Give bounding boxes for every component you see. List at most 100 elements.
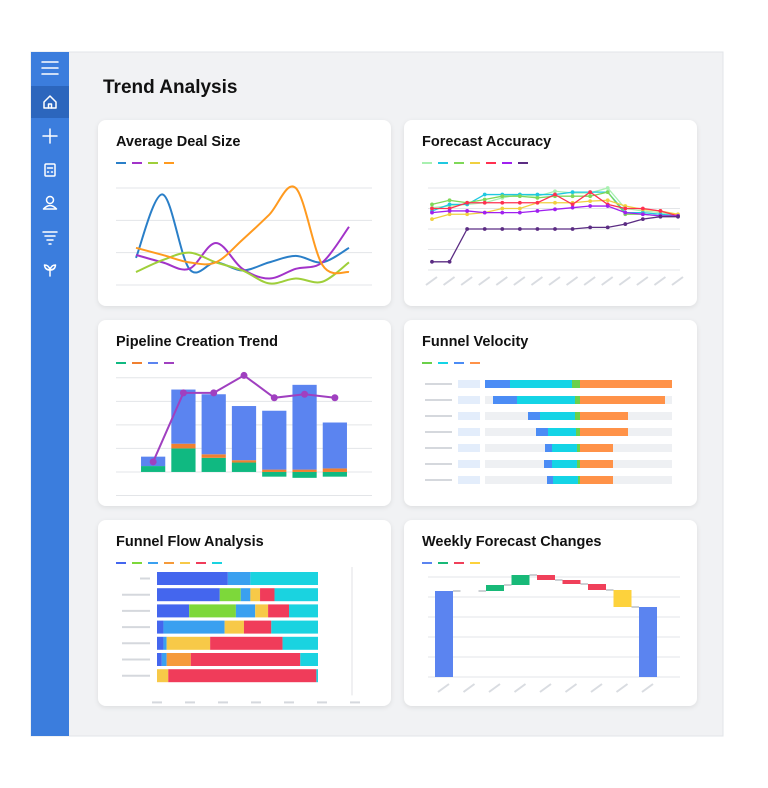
growth-icon[interactable] [43,264,57,277]
bar-segment [168,669,317,683]
marker [570,190,575,195]
marker [447,202,452,207]
bar-segment [190,653,301,666]
label-box [458,380,480,388]
marker [570,202,575,207]
marker [588,199,593,204]
card-title: Average Deal Size [116,134,240,150]
bar-segment [231,406,257,461]
marker [623,210,628,215]
bar-segment [201,457,226,472]
bar-segment [578,476,580,484]
bar-segment [580,428,628,436]
marker [588,225,593,230]
bar-segment [262,469,287,472]
x-label-placeholder [437,683,450,693]
marker [640,212,645,217]
marker [430,210,434,215]
marker [270,394,278,402]
card [98,120,391,306]
marker [553,207,557,212]
bar-segment [580,380,672,388]
marker [605,225,610,230]
bar-segment [255,604,269,618]
marker [447,212,452,217]
bar-segment [528,412,540,420]
bar-segment [577,460,580,468]
marker [240,371,248,379]
x-label-placeholder [513,276,526,286]
bar-segment [552,460,577,468]
marker [447,209,452,213]
bar-segment [547,476,553,484]
filter-icon[interactable] [42,231,58,245]
marker [482,210,487,215]
bar-segment [171,448,196,472]
bar-segment [201,454,226,458]
marker [517,194,522,199]
x-label-placeholder [539,683,552,693]
bar-segment [322,468,347,472]
bar-segment [536,428,548,436]
menu-icon[interactable] [41,61,59,75]
card-title: Pipeline Creation Trend [116,334,278,350]
marker [588,204,593,208]
bar-segment [201,394,226,455]
bar-segment [219,588,241,602]
bar-segment [544,460,552,468]
user-icon[interactable] [42,195,58,210]
bar-segment [231,460,257,463]
bar-segment [322,471,347,477]
bar-segment [163,620,225,634]
calculator-icon[interactable] [44,163,56,177]
marker [430,217,434,222]
bar-segment [166,636,211,650]
waterfall-bar [511,575,530,585]
marker [640,217,645,222]
marker [465,209,470,213]
x-label-placeholder [495,276,508,286]
bar-segment [575,412,580,420]
bar-segment [268,604,290,618]
bar-segment [243,620,272,634]
x-label-placeholder [590,683,603,693]
bar-segment [289,604,318,618]
bar-segment [552,444,577,452]
bar-segment [224,620,244,634]
marker [331,394,339,402]
bar-segment [166,653,191,666]
add-icon[interactable] [42,128,58,144]
bar-segment [157,588,220,602]
marker [500,200,505,205]
marker [482,227,487,231]
bar-segment [485,380,510,388]
page-title: Trend Analysis [103,77,237,98]
card [404,520,697,706]
bar-segment [157,669,169,683]
bar-segment [262,471,287,477]
bar-segment [274,588,318,602]
label-box [458,412,480,420]
marker [149,458,157,466]
bar-segment [141,466,166,472]
marker [447,198,452,203]
label-box [458,444,480,452]
bar-segment [300,653,318,666]
card-title: Weekly Forecast Changes [422,534,601,550]
marker [430,206,434,211]
waterfall-bar [435,591,453,677]
waterfall-bar [562,580,581,584]
bar-segment [227,572,251,585]
home-icon[interactable] [43,95,57,109]
x-label-placeholder [565,276,579,286]
label-box [458,396,480,404]
bar-segment [517,396,575,404]
x-label-placeholder [601,276,614,286]
marker [482,200,487,205]
sidebar [31,52,69,736]
bar-segment [163,636,167,650]
marker [517,210,522,215]
bar-segment [240,588,251,602]
x-label-placeholder [548,276,561,286]
